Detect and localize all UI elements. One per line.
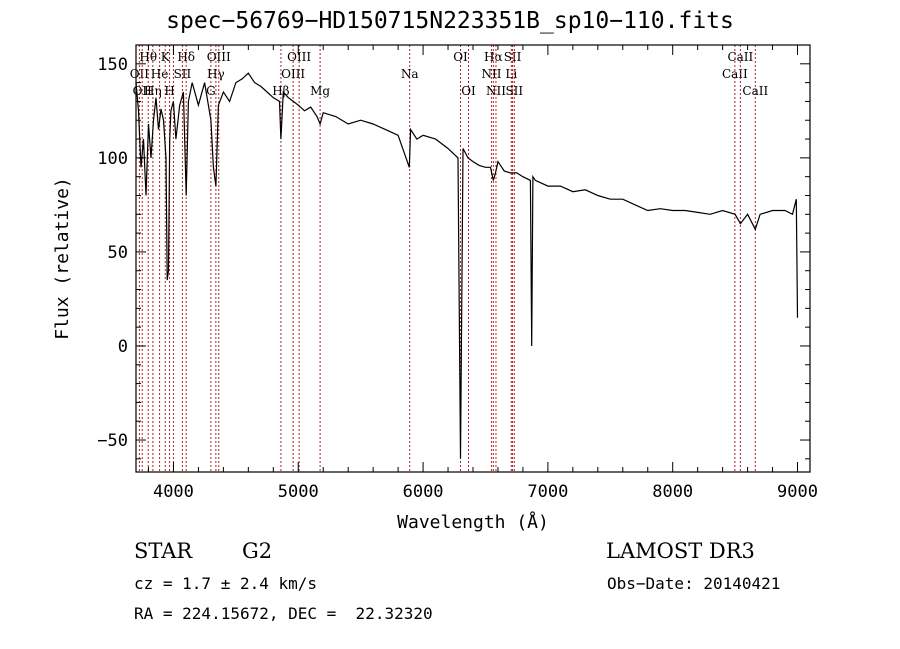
axis-ticks: 4000 5000 6000 7000 8000 9000 −50 0 50 100 150 [97, 44, 818, 502]
line-marker-label: OI [453, 50, 468, 64]
line-marker-label: OII [130, 67, 150, 81]
line-marker-label: OIII [207, 50, 231, 64]
line-marker-label: G [206, 84, 216, 98]
line-marker-label: OIII [287, 50, 311, 64]
line-marker-label: SII [504, 50, 522, 64]
line-marker-label: Hη [144, 84, 162, 98]
x-tick-label: 9000 [777, 482, 818, 502]
coordinates: RA = 224.15672, DEC = 22.32320 [134, 604, 433, 623]
line-marker-label: CaII [727, 50, 753, 64]
line-marker-label: Mg [310, 84, 330, 98]
plot-frame [135, 44, 811, 473]
redshift-value: cz = 1.7 ± 2.4 km/s [134, 574, 318, 593]
survey-name: LAMOST DR3 [606, 539, 755, 563]
line-marker-label: SII [174, 67, 192, 81]
object-class: STAR [134, 539, 193, 563]
y-tick-label: 100 [97, 149, 128, 169]
line-marker-label: OI [461, 84, 476, 98]
line-marker-label: OIII [281, 67, 305, 81]
spectral-line-markers: OIIOIIHθHηHeKHSIIHδGHγOIIIHβOIIIOIIIMgNa… [130, 45, 768, 472]
line-marker-label: He [151, 67, 169, 81]
line-marker-label: SII [505, 84, 523, 98]
x-axis-label: Wavelength (Å) [397, 511, 549, 533]
line-marker-label: CaII [742, 84, 768, 98]
y-axis-label: Flux (relative) [52, 177, 73, 340]
y-tick-label: 50 [108, 243, 128, 263]
line-marker-label: Na [401, 67, 419, 81]
line-marker-label: K [161, 50, 171, 64]
spectrum-series-line [135, 72, 799, 459]
x-tick-label: 4000 [153, 482, 194, 502]
line-marker-label: Hγ [207, 67, 225, 81]
line-marker-label: Hθ [139, 50, 157, 64]
x-tick-label: 6000 [403, 482, 444, 502]
line-marker-label: Li [505, 67, 517, 81]
line-marker-label: CaII [722, 67, 748, 81]
x-tick-label: 5000 [278, 482, 319, 502]
obs-date: Obs−Date: 20140421 [607, 574, 781, 593]
line-marker-label: Hα [484, 50, 503, 64]
subclass: G2 [242, 539, 273, 563]
line-marker-label: H [164, 84, 174, 98]
y-tick-label: 150 [97, 55, 128, 75]
line-marker-label: NII [486, 84, 506, 98]
y-tick-label: −50 [97, 431, 128, 451]
chart-title: spec−56769−HD150715N223351B_sp10−110.fit… [166, 8, 734, 34]
x-tick-label: 7000 [527, 482, 568, 502]
line-marker-label: NII [481, 67, 501, 81]
y-tick-label: 0 [118, 337, 128, 357]
line-marker-label: Hδ [177, 50, 195, 64]
x-tick-label: 8000 [652, 482, 693, 502]
